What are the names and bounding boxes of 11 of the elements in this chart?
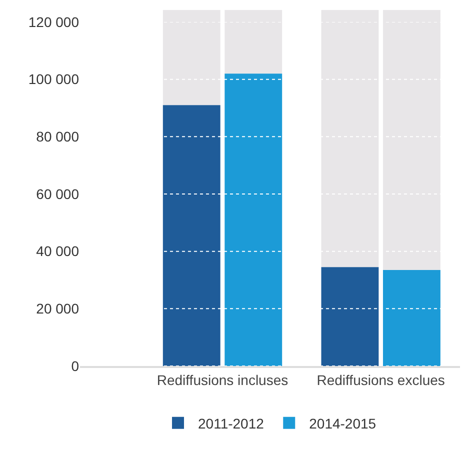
y-tick-label: 0 (71, 358, 80, 374)
x-tick-label: Rediffusions incluses (156, 372, 288, 388)
x-tick-label: Rediffusions exclues (316, 372, 445, 388)
y-tick-label: 20 000 (36, 300, 80, 317)
y-tick-label: 100 000 (28, 71, 80, 88)
y-tick-label: 60 000 (36, 186, 80, 202)
legend-label: 2014-2015 (309, 415, 376, 432)
y-tick-label: 40 000 (36, 243, 80, 260)
y-tick-label: 80 000 (36, 128, 80, 145)
y-tick-label: 120 000 (28, 14, 80, 30)
legend-label: 2011-2012 (198, 415, 264, 432)
